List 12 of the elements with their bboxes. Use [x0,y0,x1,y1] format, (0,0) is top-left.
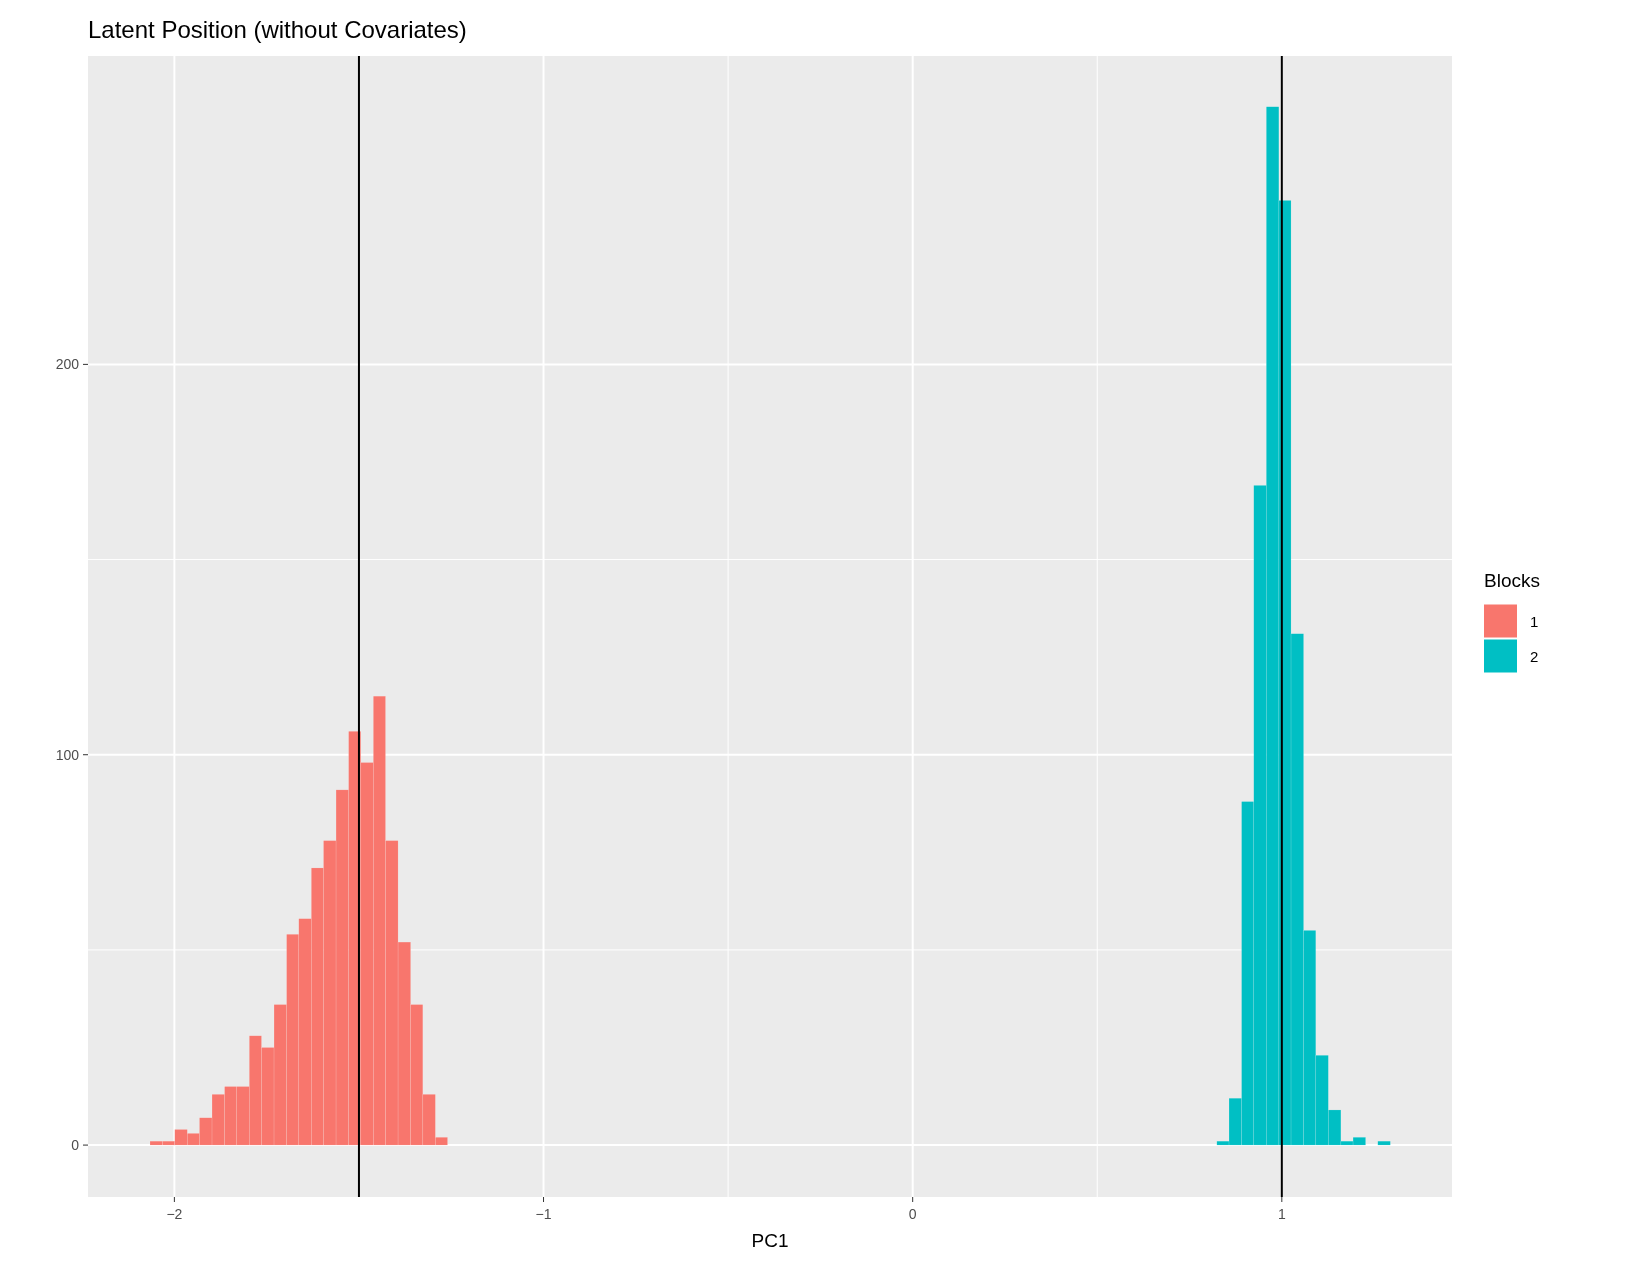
x-tick-label: 1 [1277,1206,1286,1222]
x-tick-label: −1 [535,1206,552,1222]
legend-title: Blocks [1484,569,1540,591]
legend-label: 1 [1530,612,1539,630]
y-tick-label: 200 [55,356,80,373]
y-tick-label: 0 [71,1137,80,1154]
y-tick-label: 100 [55,746,80,763]
chart-title: Latent Position (without Covariates) [88,16,467,43]
x-tick-label: −2 [166,1206,183,1222]
legend-label: 2 [1530,647,1539,665]
x-axis-title: PC1 [751,1230,789,1251]
x-tick-label: 0 [908,1206,917,1222]
